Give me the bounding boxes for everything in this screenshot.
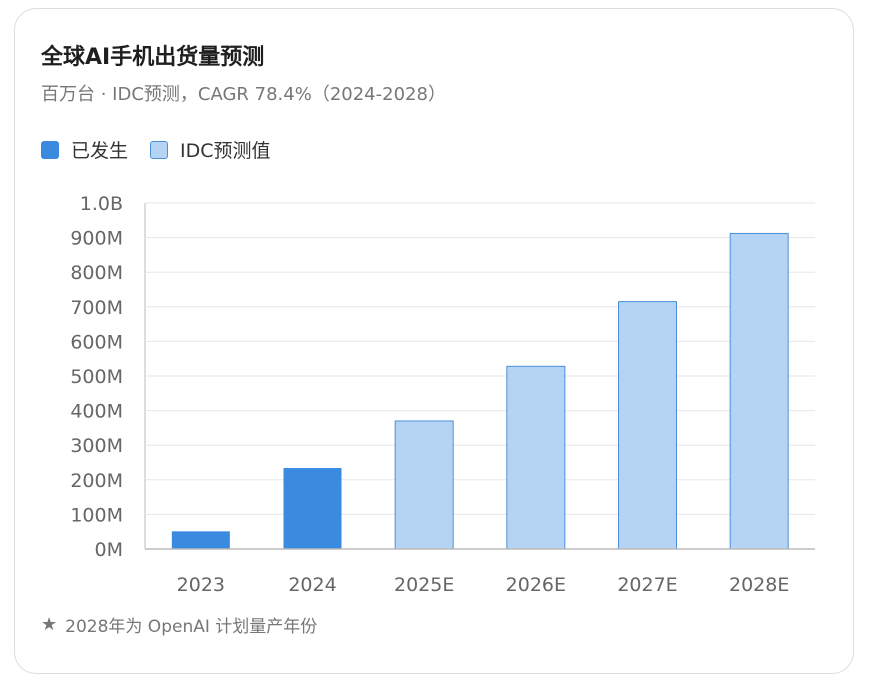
x-tick-label: 2028E <box>729 574 789 596</box>
x-tick-label: 2023 <box>177 574 225 596</box>
bar-forecast[interactable] <box>729 232 789 550</box>
chart-title: 全球AI手机出货量预测 <box>41 45 265 70</box>
bar-forecast[interactable] <box>618 301 677 550</box>
footnote-text: 2028年为 OpenAI 计划量产年份 <box>65 617 318 637</box>
bar-actual[interactable] <box>171 531 230 549</box>
y-tick-label: 100M <box>70 504 123 526</box>
star-icon: ★ <box>41 614 58 635</box>
chart-footnote: ★ 2028年为 OpenAI 计划量产年份 <box>41 612 317 637</box>
y-tick-label: 200M <box>70 470 123 492</box>
bar-actual[interactable] <box>283 468 342 549</box>
chart-subtitle: 百万台 · IDC预测，CAGR 78.4%（2024-2028） <box>41 84 446 105</box>
y-tick-label: 1.0B <box>80 193 123 215</box>
y-tick-label: 800M <box>70 262 123 284</box>
legend-swatch-actual <box>41 140 59 159</box>
y-tick-label: 0M <box>95 539 123 561</box>
y-tick-label: 900M <box>70 228 123 250</box>
legend-label-forecast: IDC预测值 <box>180 140 271 162</box>
bar-forecast[interactable] <box>506 365 566 550</box>
y-tick-label: 400M <box>70 401 123 423</box>
chart-legend: 已发生 IDC预测值 <box>41 136 293 163</box>
x-tick-label: 2026E <box>506 574 566 596</box>
y-tick-label: 300M <box>70 435 123 457</box>
y-tick-label: 600M <box>70 331 123 353</box>
legend-item-forecast[interactable]: IDC预测值 <box>150 136 271 163</box>
y-tick-label: 700M <box>70 297 123 319</box>
legend-item-actual[interactable]: 已发生 <box>41 136 128 163</box>
y-tick-label: 500M <box>70 366 123 388</box>
x-tick-label: 2024 <box>288 574 336 596</box>
x-tick-label: 2027E <box>617 574 677 596</box>
x-tick-label: 2025E <box>394 574 454 596</box>
legend-label-actual: 已发生 <box>71 140 129 162</box>
legend-swatch-forecast <box>150 140 169 159</box>
bar-forecast[interactable] <box>394 420 454 550</box>
